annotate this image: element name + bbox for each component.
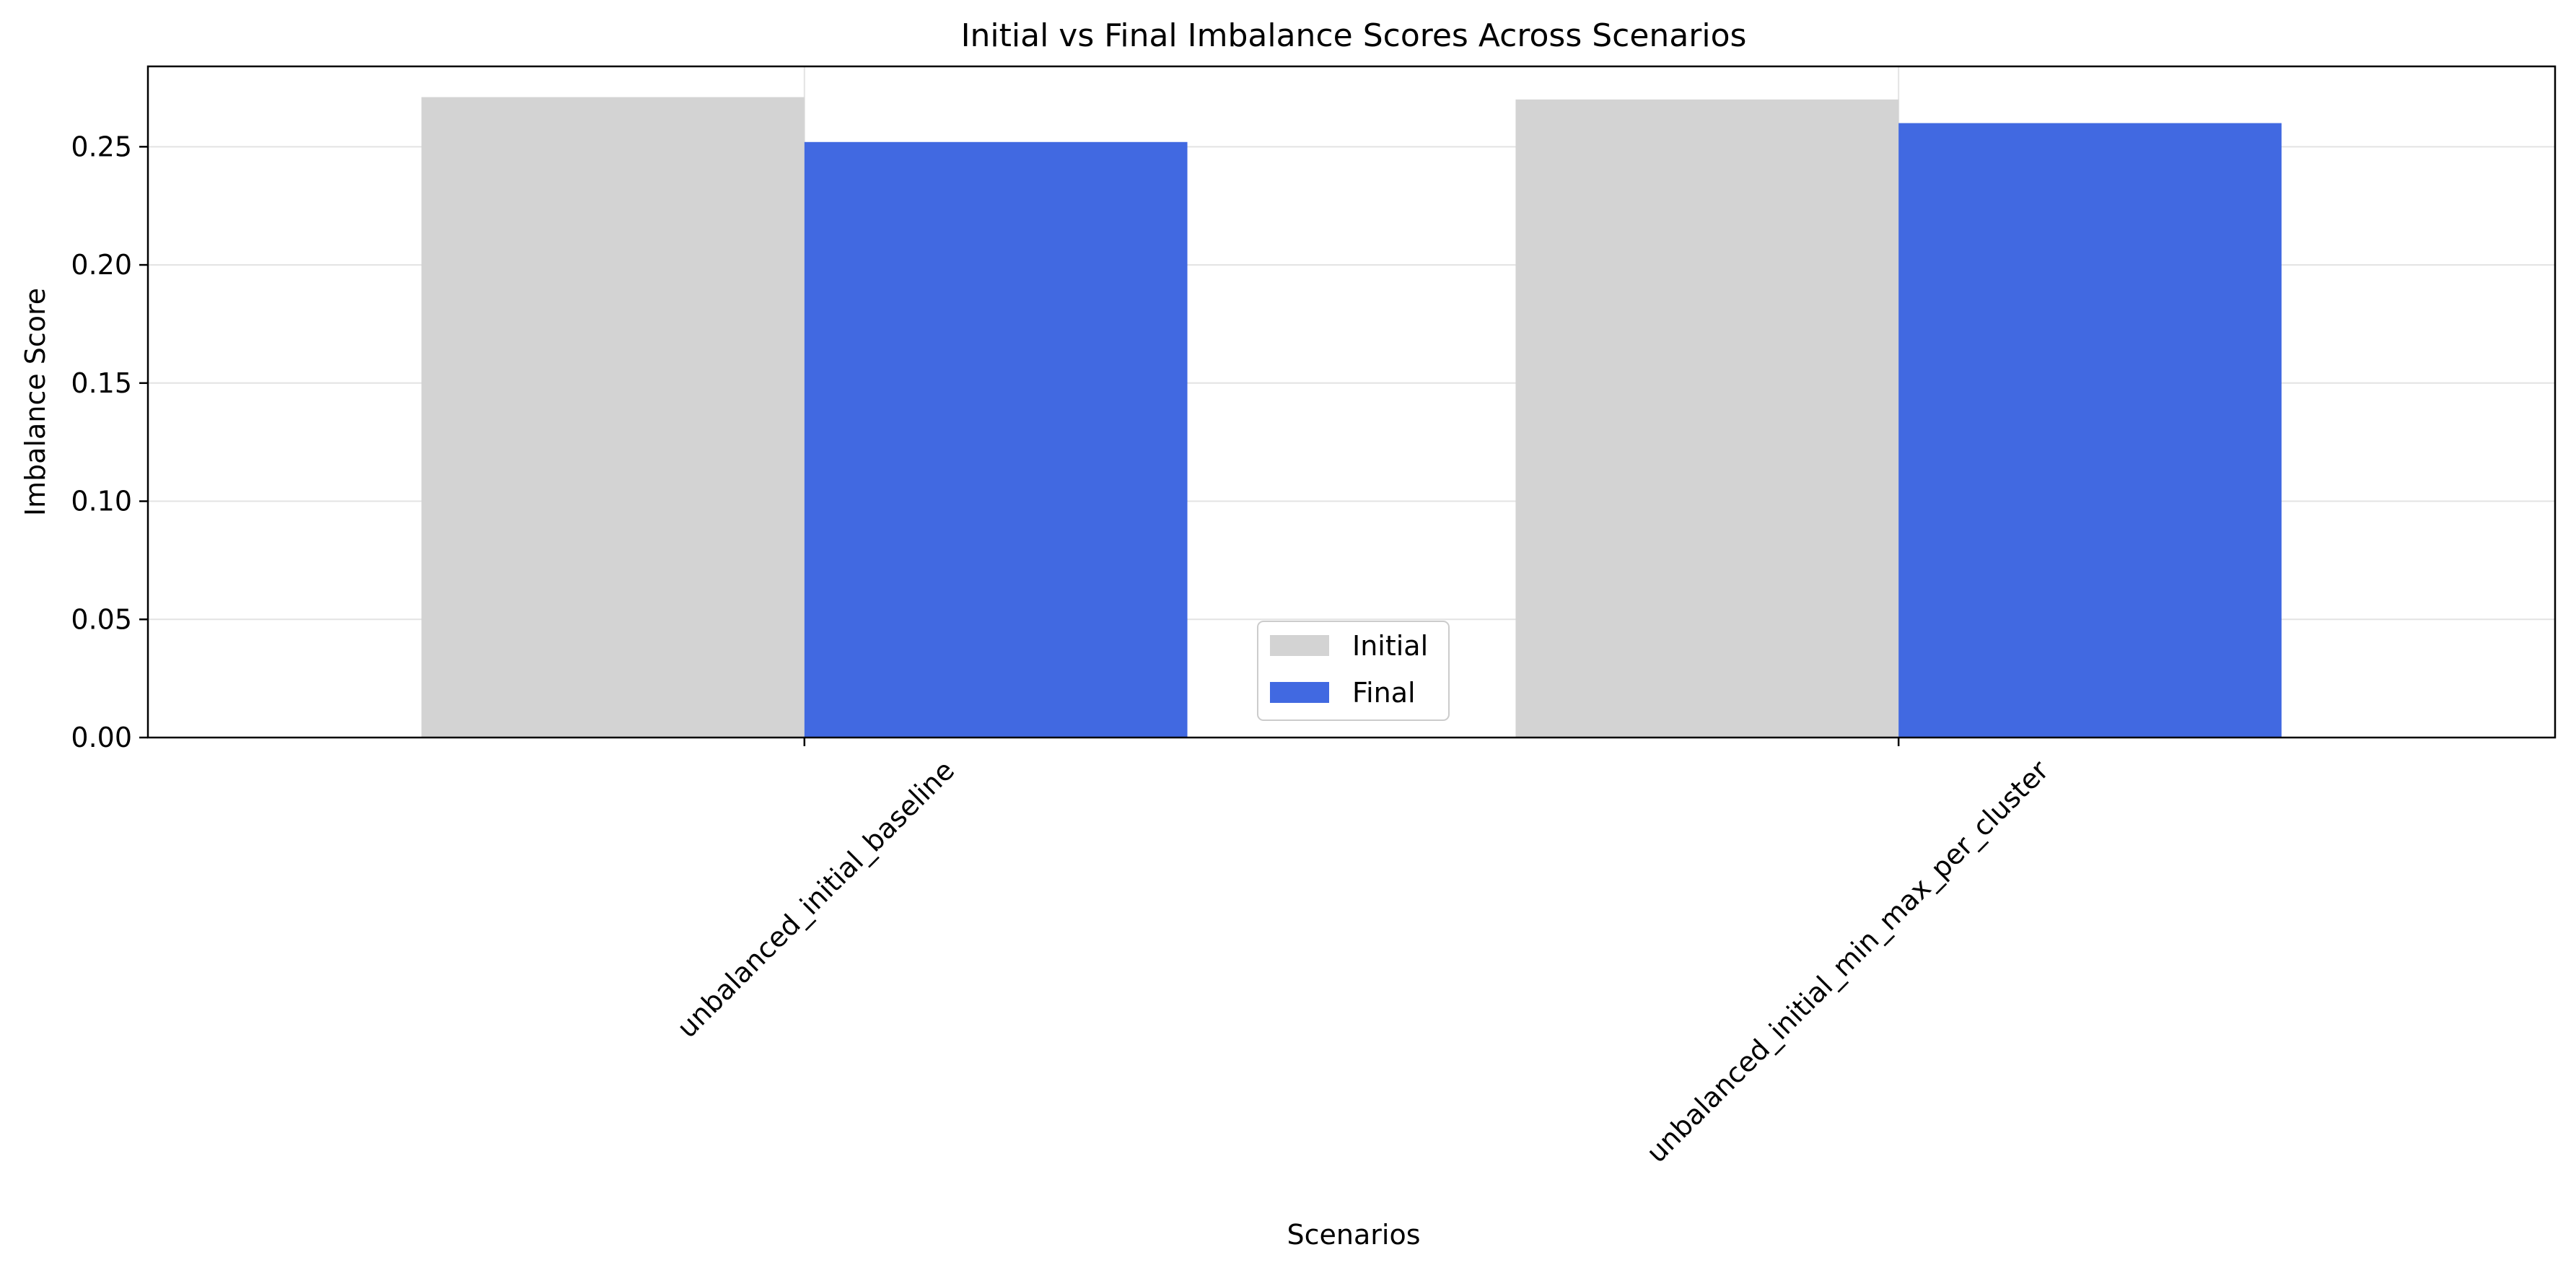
y-axis-ticks: 0.00 0.05 0.10 0.15 0.20 0.25	[71, 131, 148, 753]
legend-label-initial: Initial	[1352, 630, 1428, 662]
y-tick-label-0: 0.00	[71, 722, 132, 753]
y-tick-label-2: 0.10	[71, 486, 132, 517]
legend: Initial Final	[1257, 621, 1450, 721]
bar-final-1	[1898, 123, 2282, 738]
bar-final-0	[804, 141, 1188, 738]
y-tick-label-1: 0.05	[71, 603, 132, 635]
bar-initial-1	[1515, 99, 1899, 738]
bar-series	[421, 97, 2282, 738]
y-axis-label: Imbalance Score	[19, 288, 51, 516]
y-tick-label-4: 0.20	[71, 249, 132, 281]
legend-label-final: Final	[1352, 677, 1416, 709]
x-axis-label: Scenarios	[1287, 1219, 1421, 1251]
chart-title: Initial vs Final Imbalance Scores Across…	[961, 17, 1747, 54]
plot-frame	[146, 65, 2557, 739]
legend-swatch-final	[1270, 682, 1329, 703]
legend-swatch-initial	[1270, 635, 1329, 656]
y-tick-label-5: 0.25	[71, 131, 132, 162]
bar-initial-0	[421, 97, 805, 738]
y-tick-label-3: 0.15	[71, 367, 132, 399]
